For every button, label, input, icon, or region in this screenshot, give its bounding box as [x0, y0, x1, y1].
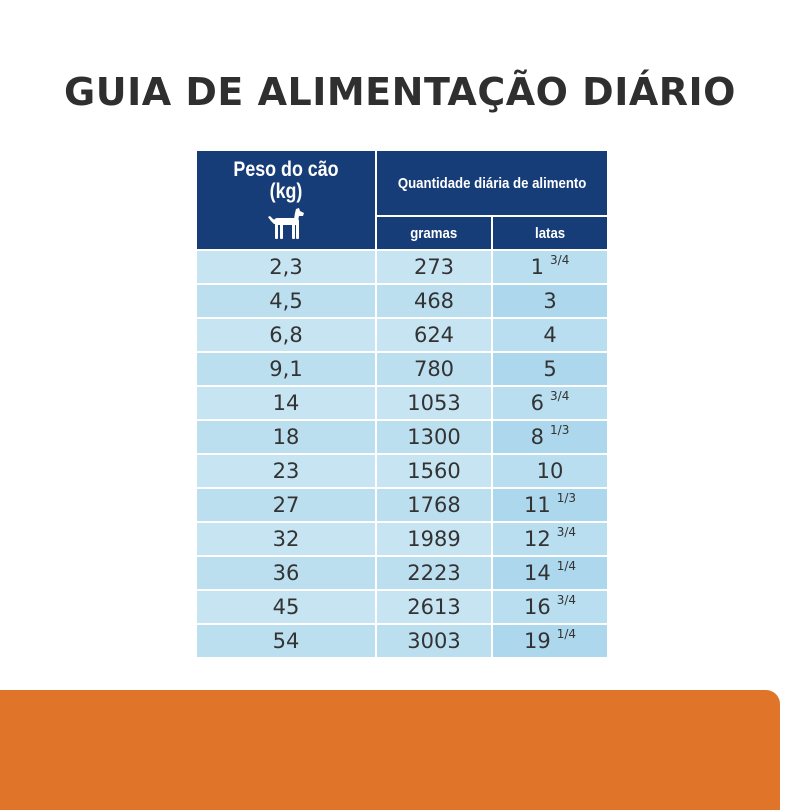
cans-cell: 10 — [491, 453, 609, 489]
weight-header-line1: Peso do cão — [233, 158, 339, 181]
page-title: GUIA DE ALIMENTAÇÃO DIÁRIO — [64, 70, 736, 114]
cans-column-header: latas — [491, 215, 609, 251]
cans-cell: 5 — [491, 351, 609, 387]
grams-cell: 624 — [375, 317, 493, 353]
cans-whole: 19 — [523, 629, 551, 653]
table-row: 23 1560 10 — [195, 453, 609, 489]
weight-cell: 4,5 — [195, 283, 377, 319]
cans-cell: 12 3/4 — [491, 521, 609, 557]
cans-whole: 11 — [523, 493, 551, 517]
grams-cell: 2613 — [375, 589, 493, 625]
grams-cell: 1768 — [375, 487, 493, 523]
table-row: 6,8 624 4 — [195, 317, 609, 353]
weight-cell: 54 — [195, 623, 377, 659]
cans-cell: 14 1/4 — [491, 555, 609, 591]
cans-fraction: 3/4 — [550, 253, 570, 267]
cans-whole: 8 — [530, 425, 545, 449]
table-row: 4,5 468 3 — [195, 283, 609, 319]
cans-fraction: 1/4 — [556, 627, 577, 641]
cans-fraction: 1/3 — [556, 491, 577, 505]
cans-whole: 3 — [543, 289, 557, 313]
grams-cell: 273 — [375, 249, 493, 285]
cans-cell: 19 1/4 — [491, 623, 609, 659]
weight-cell: 9,1 — [195, 351, 377, 387]
table-row: 2,3 273 1 3/4 — [195, 249, 609, 285]
grams-cell: 780 — [375, 351, 493, 387]
cans-cell: 11 1/3 — [491, 487, 609, 523]
cans-whole: 16 — [523, 595, 551, 619]
cans-whole: 5 — [543, 357, 557, 381]
grams-cell: 2223 — [375, 555, 493, 591]
weight-cell: 14 — [195, 385, 377, 421]
table-row: 14 1053 6 3/4 — [195, 385, 609, 421]
weight-cell: 36 — [195, 555, 377, 591]
weight-header-line2: (kg) — [269, 180, 303, 203]
table-body: 2,3 273 1 3/4 4,5 468 3 6,8 624 4 9,1 780 5 14 1053 6 3/… — [195, 249, 609, 659]
table-row: 36 2223 14 1/4 — [195, 555, 609, 591]
cans-fraction: 1/3 — [550, 423, 570, 437]
cans-cell: 1 3/4 — [491, 249, 609, 285]
cans-fraction: 3/4 — [556, 525, 577, 539]
table-row: 32 1989 12 3/4 — [195, 521, 609, 557]
cans-whole: 1 — [530, 255, 545, 279]
grams-column-header: gramas — [375, 215, 493, 251]
weight-cell: 6,8 — [195, 317, 377, 353]
table-row: 18 1300 8 1/3 — [195, 419, 609, 455]
daily-quantity-header: Quantidade diária de alimento — [375, 149, 609, 217]
dog-icon — [268, 208, 304, 239]
weight-cell: 23 — [195, 453, 377, 489]
weight-cell: 45 — [195, 589, 377, 625]
grams-cell: 1989 — [375, 521, 493, 557]
table-row: 45 2613 16 3/4 — [195, 589, 609, 625]
cans-whole: 10 — [536, 459, 564, 483]
grams-cell: 1053 — [375, 385, 493, 421]
cans-cell: 6 3/4 — [491, 385, 609, 421]
grams-cell: 3003 — [375, 623, 493, 659]
grams-cell: 468 — [375, 283, 493, 319]
weight-cell: 18 — [195, 419, 377, 455]
weight-cell: 27 — [195, 487, 377, 523]
cans-whole: 4 — [543, 323, 557, 347]
grams-cell: 1300 — [375, 419, 493, 455]
cans-whole: 6 — [530, 391, 545, 415]
weight-column-header: Peso do cão (kg) — [195, 149, 377, 251]
table-row: 9,1 780 5 — [195, 351, 609, 387]
cans-cell: 16 3/4 — [491, 589, 609, 625]
cans-whole: 12 — [523, 527, 551, 551]
grams-cell: 1560 — [375, 453, 493, 489]
cans-cell: 8 1/3 — [491, 419, 609, 455]
cans-fraction: 3/4 — [550, 389, 570, 403]
cans-fraction: 1/4 — [556, 559, 577, 573]
weight-cell: 32 — [195, 521, 377, 557]
cans-cell: 3 — [491, 283, 609, 319]
footer-band — [0, 690, 780, 810]
table-row: 27 1768 11 1/3 — [195, 487, 609, 523]
weight-cell: 2,3 — [195, 249, 377, 285]
feeding-guide-table: Peso do cão (kg) Quantidade diária de al… — [195, 149, 609, 659]
cans-cell: 4 — [491, 317, 609, 353]
table-row: 54 3003 19 1/4 — [195, 623, 609, 659]
cans-whole: 14 — [523, 561, 551, 585]
cans-fraction: 3/4 — [556, 593, 577, 607]
